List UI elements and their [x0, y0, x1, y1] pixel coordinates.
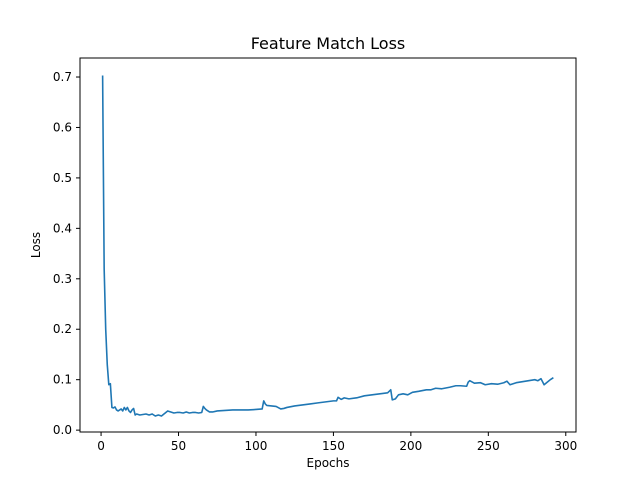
y-tick-label: 0.7 [53, 70, 72, 84]
y-axis: 0.0 0.1 0.2 0.3 0.4 0.5 0.6 0.7 [53, 70, 80, 437]
y-tick-label: 0.2 [53, 322, 72, 336]
x-tick-label: 300 [554, 439, 577, 453]
plot-area [101, 75, 554, 417]
y-tick-label: 0.3 [53, 272, 72, 286]
y-tick-label: 0.0 [53, 423, 72, 437]
x-tick-label: 250 [477, 439, 500, 453]
axes-frame [79, 57, 577, 433]
y-tick-label: 0.5 [53, 171, 72, 185]
x-axis: 0 50 100 150 200 250 300 [97, 432, 577, 453]
x-tick-label: 200 [399, 439, 422, 453]
y-tick-label: 0.4 [53, 221, 72, 235]
series-line [101, 75, 554, 417]
x-tick-label: 150 [322, 439, 345, 453]
x-tick-label: 0 [97, 439, 105, 453]
x-axis-label: Epochs [307, 456, 350, 470]
x-tick-label: 100 [245, 439, 268, 453]
x-tick-label: 50 [171, 439, 186, 453]
y-tick-label: 0.1 [53, 373, 72, 387]
chart-title: Feature Match Loss [251, 34, 406, 53]
y-tick-label: 0.6 [53, 120, 72, 134]
y-axis-label: Loss [29, 232, 43, 258]
